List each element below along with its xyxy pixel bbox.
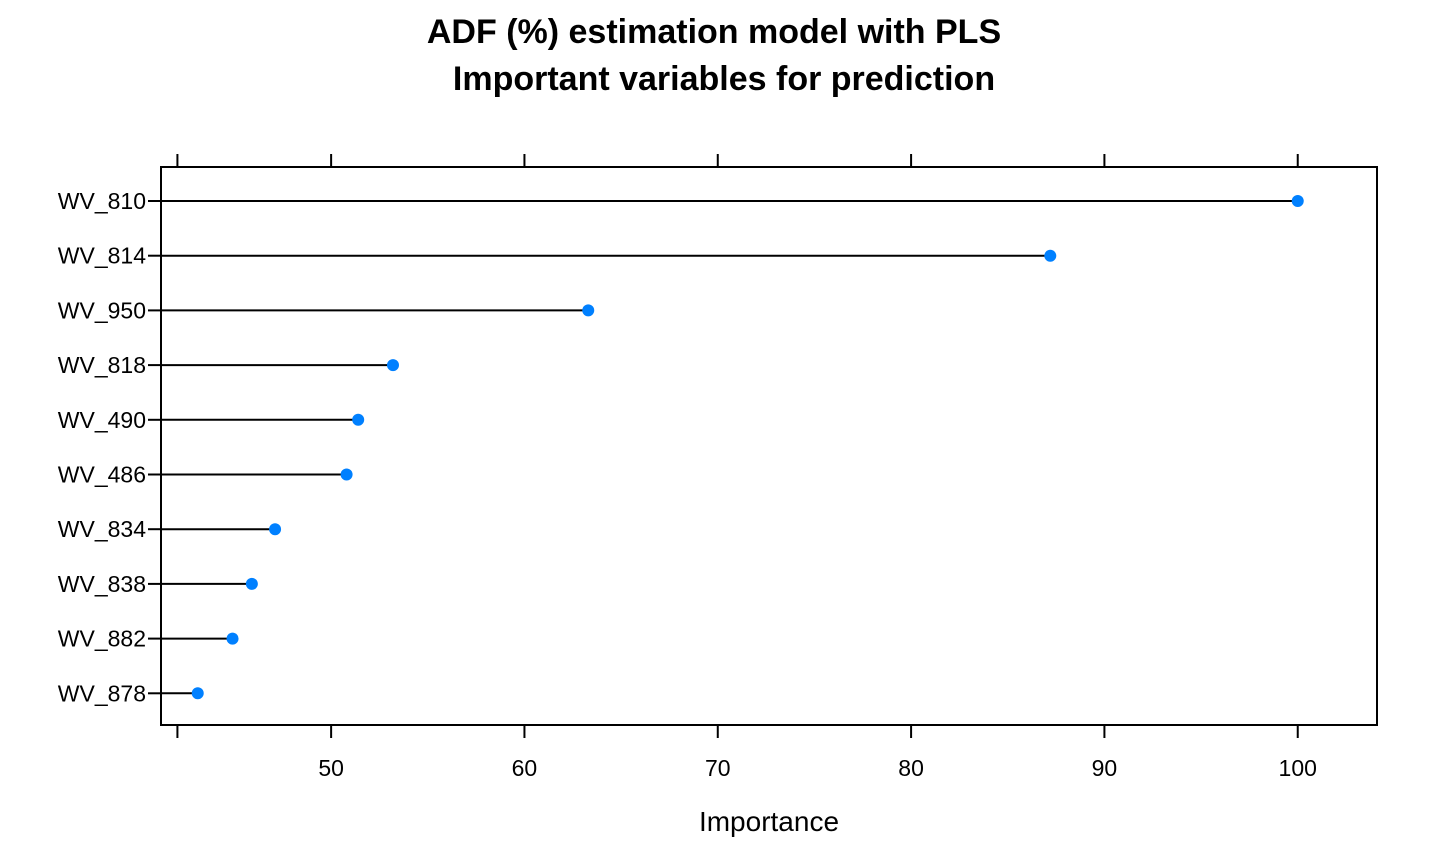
x-tick-label: 70: [705, 755, 731, 781]
importance-point: [340, 468, 353, 481]
importance-point: [191, 687, 204, 700]
x-axis-label: Importance: [699, 806, 839, 837]
importance-point: [1044, 249, 1057, 262]
importance-stems: [161, 200, 1298, 695]
chart-title-line-1: ADF (%) estimation model with PLS: [427, 13, 1001, 51]
bottom-axis-ticks: [176, 725, 1299, 738]
importance-point: [226, 632, 239, 645]
x-tick-label: 90: [1092, 755, 1118, 781]
category-label: WV_950: [58, 297, 146, 323]
category-label: WV_486: [58, 462, 146, 488]
category-label: WV_814: [58, 243, 146, 269]
importance-point: [1291, 195, 1304, 207]
category-label: WV_810: [58, 188, 146, 214]
x-tick-label: 100: [1279, 755, 1317, 781]
category-label: WV_878: [58, 680, 146, 706]
x-tick-labels: 50 60 70 80 90 100: [318, 755, 1317, 781]
y-axis-ticks: [148, 200, 161, 695]
x-tick-label: 50: [318, 755, 344, 781]
x-tick-label: 80: [898, 755, 924, 781]
category-label: WV_882: [58, 626, 146, 652]
importance-point: [386, 359, 399, 372]
category-label: WV_490: [58, 407, 146, 433]
x-tick-label: 60: [512, 755, 538, 781]
y-category-labels: WV_810 WV_814 WV_950 WV_818 WV_490 WV_486 WV_8…: [58, 188, 146, 706]
plot-frame: [160, 166, 1378, 726]
importance-point: [582, 304, 595, 317]
category-label: WV_834: [58, 516, 146, 542]
chart-title-line-2: Important variables for prediction: [453, 60, 995, 98]
category-label: WV_838: [58, 571, 146, 597]
top-axis-ticks: [176, 154, 1299, 167]
importance-points: [191, 195, 1304, 700]
category-label: WV_818: [58, 352, 146, 378]
importance-point: [245, 577, 258, 590]
importance-point: [352, 413, 365, 426]
importance-point: [269, 523, 282, 536]
